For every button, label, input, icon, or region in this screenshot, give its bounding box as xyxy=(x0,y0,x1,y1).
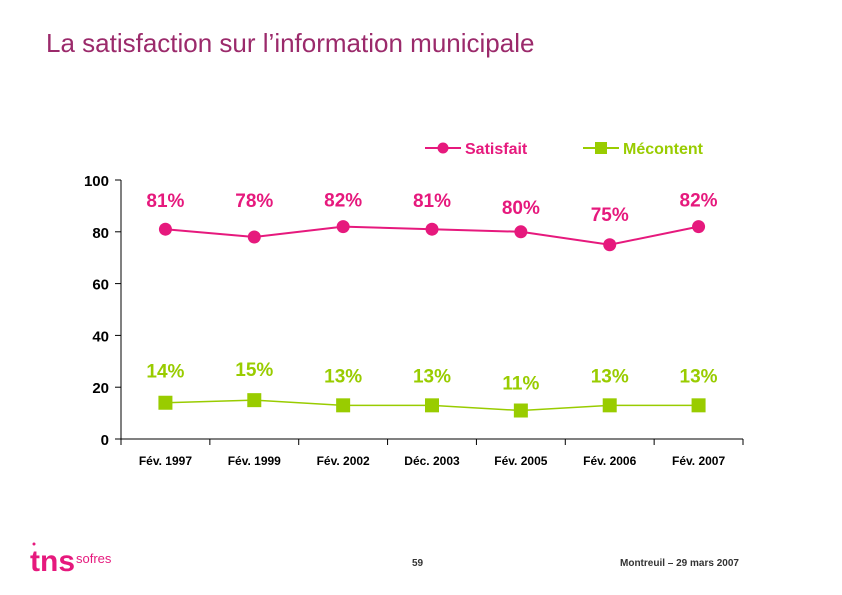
series-mecontent: 14% 15% 13% 13% 11% 13% 13% xyxy=(146,360,718,418)
chart-axes: 0 20 40 60 80 100 Fév. 1997 Fév. 1999 Fév. 2002 D… xyxy=(84,173,744,468)
logo-brand: tns xyxy=(30,545,75,578)
y-tick-label: 100 xyxy=(84,173,109,190)
data-label: 82% xyxy=(324,191,362,212)
page-title: La satisfaction sur l’information munici… xyxy=(46,28,535,58)
y-tick-label: 20 xyxy=(92,380,109,397)
data-point-mecontent xyxy=(691,398,706,413)
data-label: 13% xyxy=(680,366,718,387)
legend-item: Mécontent xyxy=(583,141,704,158)
data-label: 13% xyxy=(324,366,362,387)
series-satisfait: 81% 78% 82% 81% 80% 75% 82% xyxy=(146,191,718,252)
data-point-satisfait xyxy=(158,222,172,236)
data-label: 14% xyxy=(146,362,184,383)
x-tick-label: Fév. 1999 xyxy=(228,454,281,468)
x-tick-label: Fév. 2005 xyxy=(494,454,547,468)
x-tick-label: Fév. 2002 xyxy=(317,454,370,468)
page-number: 59 xyxy=(412,558,424,569)
data-point-mecontent xyxy=(425,398,439,413)
data-label: 81% xyxy=(413,191,451,212)
data-point-mecontent xyxy=(336,398,351,413)
legend-item: Satisfait xyxy=(425,141,528,158)
data-label: 75% xyxy=(591,205,629,226)
data-label: 13% xyxy=(591,366,629,387)
data-point-satisfait xyxy=(336,220,350,234)
x-tick-label: Déc. 2003 xyxy=(404,454,460,468)
data-label: 15% xyxy=(235,360,273,381)
footer-location-date: Montreuil – 29 mars 2007 xyxy=(620,558,739,569)
y-tick-label: 80 xyxy=(92,225,109,242)
data-point-mecontent xyxy=(158,395,173,410)
y-tick-label: 60 xyxy=(92,277,109,294)
legend-label: Mécontent xyxy=(623,141,704,158)
data-point-mecontent xyxy=(247,393,262,408)
tns-sofres-logo: tns sofres xyxy=(30,538,120,578)
data-point-satisfait xyxy=(247,230,261,244)
chart-legend: Satisfait Mécontent xyxy=(425,141,704,158)
chart-series: 81% 78% 82% 81% 80% 75%82%14% 15% 13% 13% 11% 13% 1… xyxy=(146,191,718,418)
data-label: 81% xyxy=(146,191,184,212)
data-point-mecontent xyxy=(513,403,528,418)
x-tick-label: Fév. 1997 xyxy=(139,454,192,468)
data-point-satisfait xyxy=(603,238,617,252)
y-tick-label: 0 xyxy=(101,432,109,449)
data-point-satisfait xyxy=(692,220,706,234)
data-label: 11% xyxy=(502,374,539,395)
data-label: 78% xyxy=(235,191,273,212)
data-point-mecontent xyxy=(602,398,617,413)
x-tick-label: Fév. 2007 xyxy=(672,454,725,468)
data-label: 13% xyxy=(413,366,451,387)
x-tick-label: Fév. 2006 xyxy=(583,454,636,468)
legend-marker-square xyxy=(595,142,607,154)
data-point-satisfait xyxy=(514,225,528,239)
data-label: 80% xyxy=(502,198,540,219)
data-label: 82% xyxy=(680,191,718,212)
legend-label: Satisfait xyxy=(465,141,528,158)
data-point-satisfait xyxy=(425,222,439,236)
y-tick-label: 40 xyxy=(92,328,109,345)
legend-marker-circle xyxy=(437,142,449,154)
logo-sub: sofres xyxy=(76,551,112,566)
